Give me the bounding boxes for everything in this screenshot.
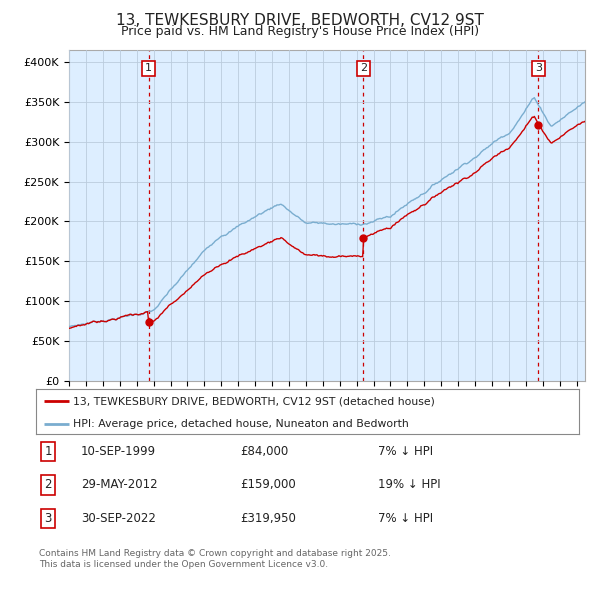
- Text: 13, TEWKESBURY DRIVE, BEDWORTH, CV12 9ST (detached house): 13, TEWKESBURY DRIVE, BEDWORTH, CV12 9ST…: [73, 396, 435, 407]
- Text: Contains HM Land Registry data © Crown copyright and database right 2025.: Contains HM Land Registry data © Crown c…: [39, 549, 391, 558]
- Text: 7% ↓ HPI: 7% ↓ HPI: [378, 512, 433, 525]
- Text: £159,000: £159,000: [240, 478, 296, 491]
- Text: 19% ↓ HPI: 19% ↓ HPI: [378, 478, 440, 491]
- Text: 2: 2: [360, 63, 367, 73]
- Text: 1: 1: [145, 63, 152, 73]
- Text: 29-MAY-2012: 29-MAY-2012: [81, 478, 158, 491]
- Text: 30-SEP-2022: 30-SEP-2022: [81, 512, 156, 525]
- Text: HPI: Average price, detached house, Nuneaton and Bedworth: HPI: Average price, detached house, Nune…: [73, 419, 409, 429]
- Text: Price paid vs. HM Land Registry's House Price Index (HPI): Price paid vs. HM Land Registry's House …: [121, 25, 479, 38]
- Text: 3: 3: [535, 63, 542, 73]
- Text: 3: 3: [44, 512, 52, 525]
- Text: 2: 2: [44, 478, 52, 491]
- Text: 10-SEP-1999: 10-SEP-1999: [81, 445, 156, 458]
- Text: £319,950: £319,950: [240, 512, 296, 525]
- Text: This data is licensed under the Open Government Licence v3.0.: This data is licensed under the Open Gov…: [39, 560, 328, 569]
- Text: 13, TEWKESBURY DRIVE, BEDWORTH, CV12 9ST: 13, TEWKESBURY DRIVE, BEDWORTH, CV12 9ST: [116, 13, 484, 28]
- Text: 7% ↓ HPI: 7% ↓ HPI: [378, 445, 433, 458]
- Text: 1: 1: [44, 445, 52, 458]
- Text: £84,000: £84,000: [240, 445, 288, 458]
